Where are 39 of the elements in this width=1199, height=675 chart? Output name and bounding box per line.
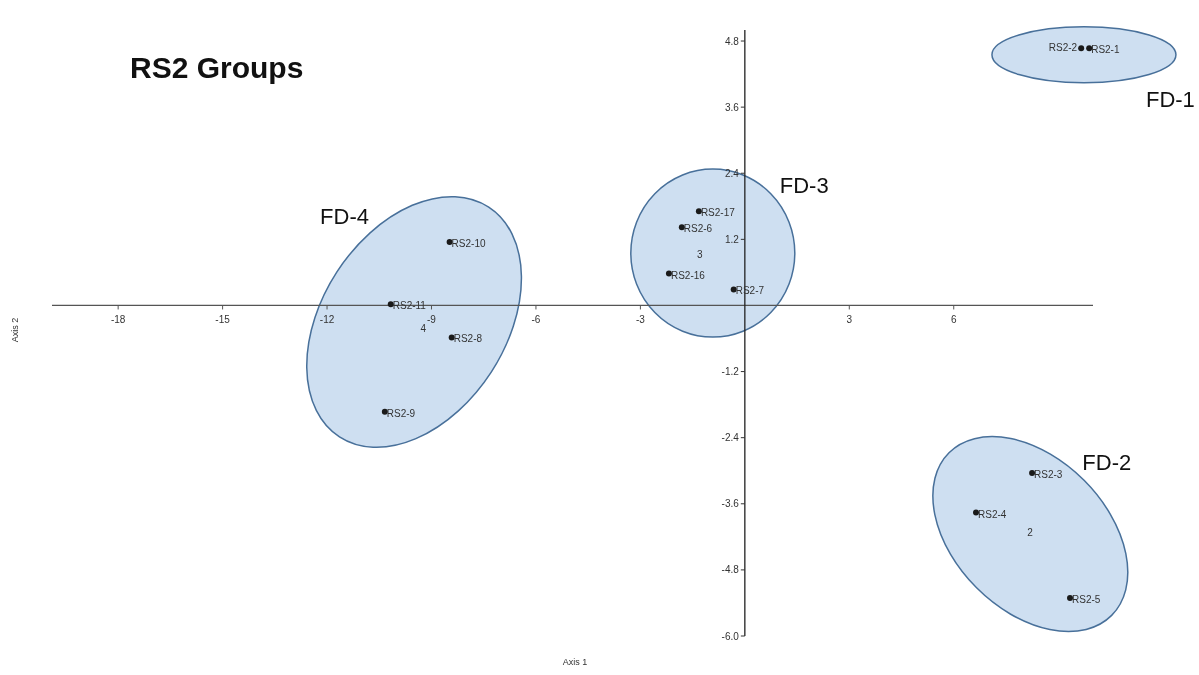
annotation: FD-2 [1082,450,1132,476]
annotation: 3 [697,249,704,261]
x-tick-label: 6 [950,314,957,326]
y-tick-label: -1.2 [721,366,740,378]
x-tick-label: -12 [319,314,335,326]
annotation: FD-3 [779,173,829,199]
y-tick-label: 1.2 [724,233,740,245]
x-tick-label: 3 [846,314,853,326]
x-axis-title: Axis 1 [562,657,588,667]
x-tick-label: -3 [635,314,646,326]
annotation: RS2-1 [1091,44,1120,56]
y-tick-label: 4.8 [724,35,740,47]
annotation: RS2-16 [670,269,706,281]
annotation: RS2-4 [978,508,1007,520]
x-tick-label: -9 [427,314,437,326]
y-tick-label: -6.0 [721,630,740,642]
annotation: RS2-10 [451,238,486,250]
annotation: 4 [420,322,427,334]
y-tick-label: 3.6 [724,101,740,113]
y-tick-label: -2.4 [721,432,740,444]
y-tick-label: -4.8 [721,564,740,576]
annotation: RS2-2 [1048,42,1078,54]
annotation: RS2-6 [683,223,713,235]
x-tick-label: -18 [110,314,126,326]
annotation: 2 [1027,526,1034,538]
annotation: RS2-9 [386,407,416,419]
annotation: RS2-8 [453,333,483,345]
text: FD-1 [1145,86,1195,112]
annotation: FD-4 [320,203,369,229]
y-tick-label: 2.4 [724,167,740,179]
x-tick-label: -15 [215,314,231,326]
x-tick-label: -6 [531,314,541,326]
y-axis-title: Axis 2 [10,317,20,343]
annotation: RS2-17 [700,207,736,219]
annotation: RS2-3 [1034,468,1063,480]
point [1078,45,1085,52]
y-tick-label: -3.6 [721,498,740,510]
text: RS2 Groups [130,51,304,84]
annotation: RS2-5 [1072,593,1101,605]
